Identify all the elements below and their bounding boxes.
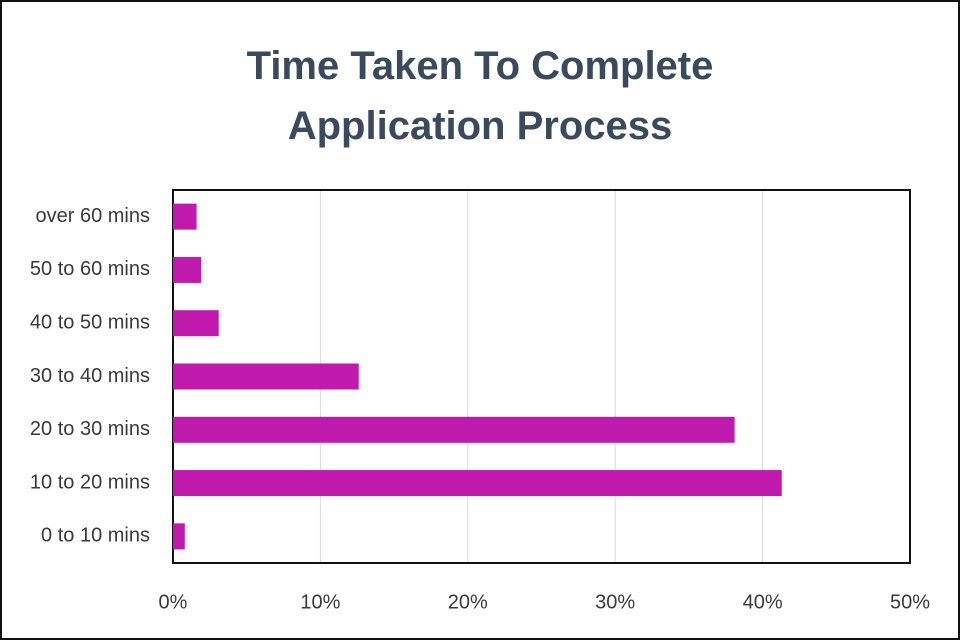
y-tick-label: over 60 mins — [36, 205, 151, 227]
y-tick-label: 40 to 50 mins — [30, 311, 150, 333]
x-tick-label: 50% — [890, 591, 930, 613]
bar — [173, 470, 782, 497]
y-tick-label: 30 to 40 mins — [30, 365, 150, 387]
bar — [173, 310, 219, 337]
x-tick-label: 20% — [448, 591, 488, 613]
x-tick-label: 30% — [595, 591, 635, 613]
y-tick-label: 0 to 10 mins — [41, 525, 150, 547]
y-tick-label: 10 to 20 mins — [30, 471, 150, 493]
x-tick-label: 40% — [743, 591, 783, 613]
x-tick-label: 10% — [300, 591, 340, 613]
bar — [173, 363, 359, 390]
x-tick-label: 0% — [159, 591, 188, 613]
bar — [173, 523, 185, 550]
bar — [173, 203, 197, 230]
y-tick-label: 50 to 60 mins — [30, 258, 150, 280]
bar — [173, 256, 202, 283]
chart-title: Time Taken To Complete Application Proce… — [246, 44, 714, 148]
bar — [173, 416, 735, 443]
y-tick-label: 20 to 30 mins — [30, 418, 150, 440]
